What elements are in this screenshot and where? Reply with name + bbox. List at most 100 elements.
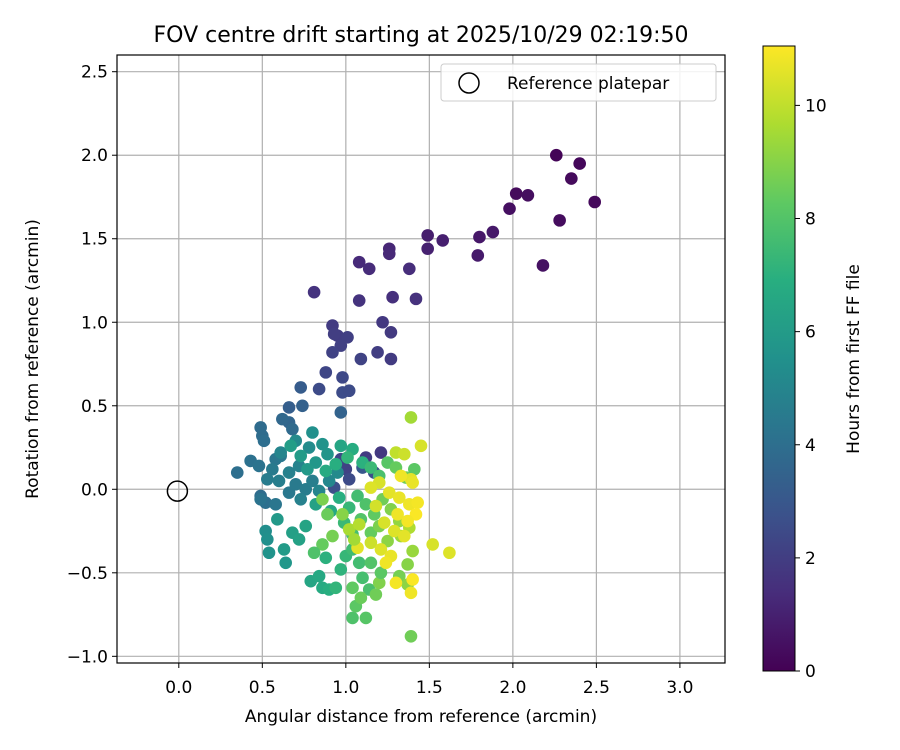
data-point <box>374 446 388 459</box>
data-point <box>382 486 396 499</box>
data-point <box>266 462 279 476</box>
data-point <box>347 533 361 546</box>
data-point <box>409 292 423 306</box>
data-point <box>334 439 348 453</box>
data-point <box>391 508 404 521</box>
data-point <box>342 384 356 398</box>
x-axis-ticks: 0.0 0.5 1.0 1.5 2.0 2.5 3.0 <box>165 663 693 698</box>
data-point <box>292 533 306 546</box>
data-point <box>411 496 424 509</box>
data-point <box>404 411 418 424</box>
y-tick-label: 1.5 <box>81 230 108 250</box>
data-point <box>389 576 403 590</box>
colorbar-tick-label: 6 <box>805 323 816 343</box>
data-point <box>301 462 314 476</box>
colorbar <box>762 45 796 672</box>
data-point <box>352 294 366 307</box>
data-point <box>230 466 244 479</box>
data-point <box>371 346 384 359</box>
plot-frame <box>116 54 726 664</box>
data-point <box>284 439 298 453</box>
data-point <box>346 581 359 595</box>
data-point <box>414 439 428 453</box>
data-point <box>294 449 308 463</box>
colorbar-tick-label: 8 <box>805 210 816 230</box>
data-point <box>404 586 418 600</box>
data-point <box>307 285 321 299</box>
data-point <box>588 195 602 209</box>
data-point <box>354 352 368 366</box>
data-point <box>473 230 486 244</box>
data-point <box>408 462 421 476</box>
data-point <box>269 498 282 511</box>
data-point <box>387 524 401 538</box>
data-point <box>271 513 284 526</box>
x-tick-label: 0.0 <box>165 678 192 698</box>
data-point <box>286 422 299 436</box>
data-point <box>374 566 388 580</box>
data-point <box>312 382 326 396</box>
legend-box <box>440 63 717 102</box>
data-point <box>319 366 333 379</box>
data-point <box>392 491 406 504</box>
data-point <box>296 399 309 413</box>
data-point <box>319 464 333 478</box>
data-point <box>302 441 316 454</box>
data-point <box>553 214 566 227</box>
x-tick-label: 2.0 <box>499 678 526 698</box>
data-point <box>364 481 378 494</box>
x-tick-label: 2.5 <box>583 678 610 698</box>
x-tick-label: 1.5 <box>416 678 443 698</box>
y-tick-label: −0.5 <box>67 564 108 584</box>
data-point <box>312 569 326 583</box>
data-point <box>334 563 348 576</box>
data-point <box>346 611 359 625</box>
data-point <box>342 523 356 536</box>
data-point <box>359 611 373 625</box>
data-point <box>336 371 349 384</box>
data-point <box>406 573 419 586</box>
data-point <box>364 536 378 550</box>
x-axis-label: Angular distance from reference (arcmin) <box>245 707 597 727</box>
data-point <box>294 493 308 506</box>
data-point <box>352 518 366 531</box>
data-point <box>404 629 418 643</box>
data-point <box>364 556 378 570</box>
colorbar-tick-label: 10 <box>805 96 827 116</box>
data-point <box>294 381 308 394</box>
y-tick-label: 0.0 <box>81 480 108 500</box>
data-point <box>565 172 578 185</box>
y-tick-label: 2.5 <box>81 63 108 83</box>
data-point <box>352 556 366 570</box>
data-point <box>372 576 386 590</box>
data-point <box>306 426 319 439</box>
y-tick-label: −1.0 <box>67 647 108 667</box>
data-point <box>336 508 349 521</box>
data-point <box>282 401 296 414</box>
data-point <box>549 148 563 162</box>
data-point <box>277 543 291 556</box>
data-point <box>401 558 414 571</box>
data-point <box>319 551 333 565</box>
data-point <box>503 202 516 215</box>
data-point <box>426 538 439 551</box>
legend-label: Reference platepar <box>507 74 669 94</box>
data-point <box>394 469 408 483</box>
chart-title: FOV centre drift starting at 2025/10/29 … <box>154 23 689 48</box>
colorbar-ticks: 0 2 4 6 8 10 <box>795 96 827 682</box>
data-point <box>306 474 319 488</box>
y-tick-label: 2.0 <box>81 146 108 166</box>
y-tick-label: 0.5 <box>81 397 108 417</box>
x-tick-label: 3.0 <box>666 678 693 698</box>
data-point <box>307 546 321 560</box>
data-point <box>252 459 266 473</box>
data-point <box>401 514 414 528</box>
data-point <box>384 325 398 339</box>
data-point <box>274 446 287 459</box>
data-point <box>321 447 334 461</box>
legend: Reference platepar <box>440 63 717 102</box>
data-point <box>573 157 586 170</box>
data-point <box>364 461 378 474</box>
data-point <box>329 457 343 471</box>
